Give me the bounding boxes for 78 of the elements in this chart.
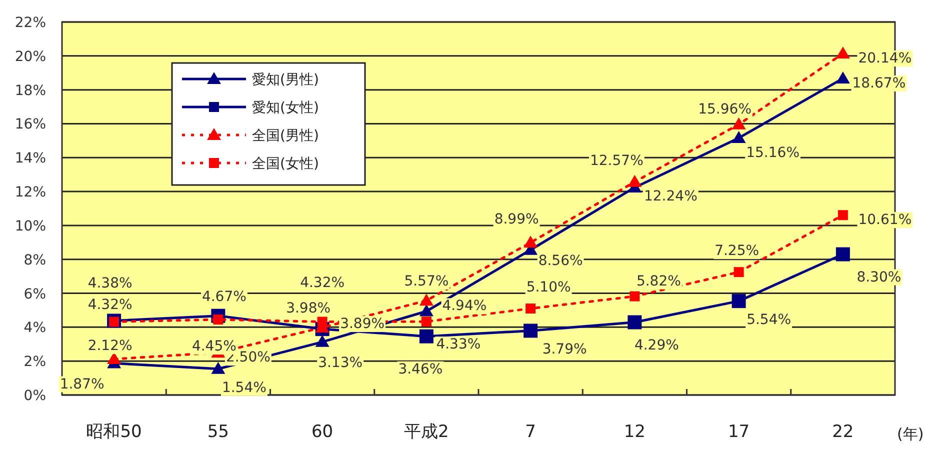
y-tick-label: 8% <box>24 252 46 268</box>
point <box>734 267 744 278</box>
point <box>211 362 226 374</box>
point <box>419 329 434 344</box>
point <box>421 316 432 327</box>
point <box>628 174 642 187</box>
data-label: 4.67% <box>202 288 246 305</box>
point <box>836 71 850 84</box>
data-label: 2.12% <box>88 338 132 354</box>
data-label: 10.61% <box>858 212 912 228</box>
point <box>732 130 746 143</box>
point <box>419 294 434 306</box>
point <box>419 304 434 316</box>
y-tick-label: 6% <box>24 286 46 302</box>
data-label: 15.96% <box>698 101 752 118</box>
data-label: 3.89% <box>340 316 385 332</box>
y-tick-label: 10% <box>14 218 46 234</box>
data-label: 18.67% <box>852 75 906 92</box>
data-label: 8.30% <box>856 269 902 286</box>
data-label: 1.54% <box>222 380 266 396</box>
x-tick-label: 12 <box>624 422 646 442</box>
data-label: 5.10% <box>526 280 571 296</box>
data-label: 4.32% <box>300 274 345 291</box>
data-label: 4.29% <box>634 337 679 354</box>
y-tick-label: 14% <box>14 150 46 167</box>
point <box>732 294 746 308</box>
point <box>317 316 328 327</box>
data-label: 12.57% <box>590 152 644 169</box>
data-label: 4.33% <box>436 336 481 353</box>
x-axis-title: (年) <box>897 425 924 443</box>
data-label: 1.87% <box>60 376 104 392</box>
data-label: 15.16% <box>746 144 800 161</box>
legend-label: 愛知(男性) <box>252 72 319 88</box>
point <box>524 324 538 338</box>
data-label: 5.82% <box>636 273 681 290</box>
x-tick-label: 昭和50 <box>86 422 142 442</box>
y-tick-label: 0% <box>24 388 46 404</box>
x-tick-label: 55 <box>207 422 230 442</box>
x-tick-label: 22 <box>832 422 854 442</box>
data-label: 20.14% <box>858 50 912 67</box>
legend-label: 全国(男性) <box>252 128 319 144</box>
legend-label: 愛知(女性) <box>252 100 319 116</box>
data-label: 7.25% <box>714 243 760 260</box>
point <box>732 117 746 130</box>
data-label: 5.57% <box>404 274 449 290</box>
y-tick-label: 2% <box>24 354 46 370</box>
legend-label: 全国(女性) <box>252 156 319 172</box>
point <box>524 236 538 248</box>
point <box>526 304 536 314</box>
data-label: 3.13% <box>318 354 363 371</box>
data-label: 8.99% <box>494 212 539 228</box>
data-label: 8.56% <box>538 252 583 269</box>
y-tick-label: 4% <box>24 320 46 336</box>
y-tick-label: 18% <box>14 82 46 99</box>
x-tick-label: 平成2 <box>404 422 449 442</box>
y-tick-label: 22% <box>14 15 46 31</box>
data-label: 5.54% <box>746 312 792 328</box>
x-tick-label: 7 <box>525 422 536 442</box>
point <box>630 291 640 302</box>
data-label: 4.32% <box>88 296 132 313</box>
y-tick-label: 12% <box>14 184 46 201</box>
point <box>836 247 850 262</box>
data-label: 3.79% <box>542 342 587 358</box>
point <box>628 315 642 330</box>
data-label: 12.24% <box>644 188 698 204</box>
data-label: 3.46% <box>398 361 443 378</box>
y-tick-label: 16% <box>14 116 46 133</box>
y-tick-label: 20% <box>14 48 46 65</box>
data-label: 4.94% <box>442 298 487 314</box>
data-label: 3.98% <box>286 300 331 317</box>
x-tick-label: 17 <box>728 422 750 442</box>
point <box>107 352 122 364</box>
data-label: 4.45% <box>192 338 236 355</box>
x-tick-label: 60 <box>311 422 334 442</box>
point <box>315 334 330 347</box>
data-label: 4.38% <box>88 276 132 292</box>
point <box>838 210 848 220</box>
point <box>836 46 850 59</box>
